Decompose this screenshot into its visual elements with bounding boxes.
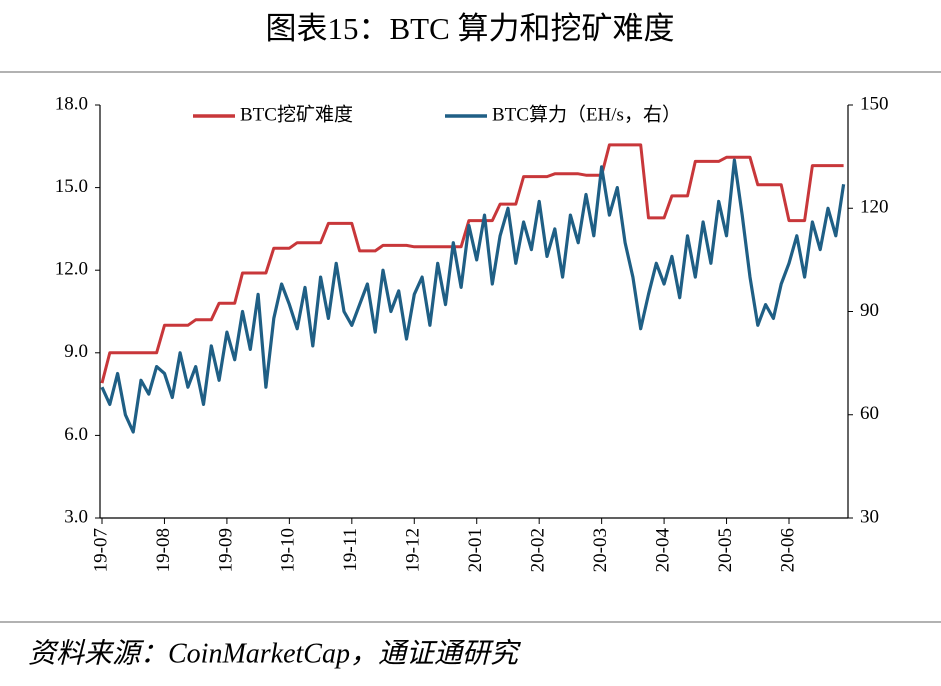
x-tick-label: 20-06 [777,528,798,572]
y2-tick-label: 120 [860,197,889,218]
y-tick-label: 15.0 [55,176,88,197]
x-tick-label: 19-09 [215,528,236,572]
legend-label: BTC挖矿难度 [240,103,353,125]
y-tick-label: 3.0 [64,506,88,527]
y2-tick-label: 90 [860,300,879,321]
y2-tick-label: 30 [860,506,879,527]
x-tick-label: 20-05 [715,528,736,572]
chart-title: 图表15：BTC 算力和挖矿难度 [265,11,674,46]
x-tick-label: 20-01 [465,528,486,572]
y-tick-label: 6.0 [64,424,88,445]
x-tick-label: 20-02 [528,528,549,572]
y-tick-label: 9.0 [64,341,88,362]
x-tick-label: 19-10 [278,528,299,572]
x-tick-label: 20-04 [652,528,673,573]
x-tick-label: 19-11 [340,528,361,572]
y-tick-label: 18.0 [55,93,88,114]
legend-label: BTC算力（EH/s，右） [492,103,681,125]
series-line [100,143,844,384]
y2-tick-label: 60 [860,403,879,424]
series-line [100,158,846,434]
x-tick-label: 19-12 [403,528,424,572]
y-tick-label: 12.0 [55,259,88,280]
x-tick-label: 19-07 [90,528,111,572]
source-note: 资料来源：CoinMarketCap，通证通研究 [28,638,521,669]
x-tick-label: 19-08 [153,528,174,572]
y2-tick-label: 150 [860,93,889,114]
x-tick-label: 20-03 [590,528,611,572]
